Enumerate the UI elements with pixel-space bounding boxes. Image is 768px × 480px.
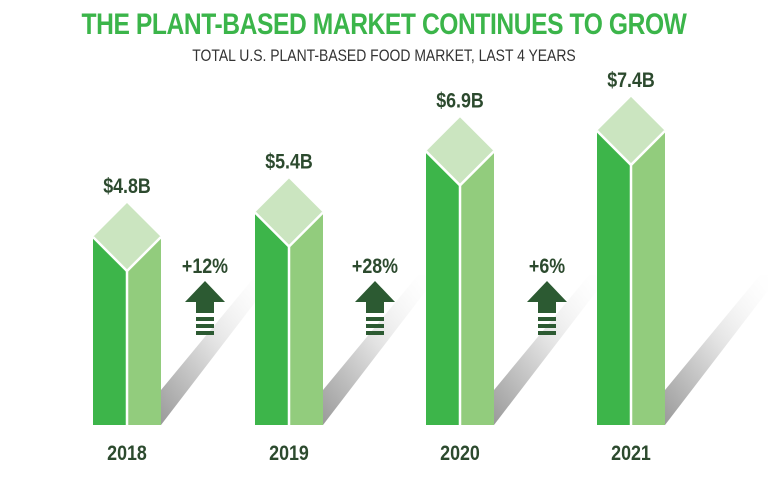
arrow-stripe <box>196 317 214 321</box>
year-label: 2018 <box>107 442 147 466</box>
bar-left-face <box>255 212 289 425</box>
bar-left-face <box>597 130 631 426</box>
arrow-stripe <box>538 324 556 328</box>
bar-right-face <box>127 237 161 425</box>
arrow-stripe <box>538 331 556 335</box>
arrow-stripe <box>538 317 556 321</box>
arrow-stripe <box>196 324 214 328</box>
bar-shadow <box>161 275 276 425</box>
value-label: $7.4B <box>607 69 655 93</box>
bar-left-face <box>426 151 460 425</box>
arrow-stripe <box>196 331 214 335</box>
bar-shadow <box>494 275 609 425</box>
bar-right-face <box>460 151 494 425</box>
bar-left-face <box>93 237 127 425</box>
arrow-stripe <box>366 317 384 321</box>
value-label: $5.4B <box>265 150 313 174</box>
bar-shadow <box>323 275 438 425</box>
up-arrow-icon <box>527 281 567 313</box>
growth-label: +28% <box>352 255 398 279</box>
chart-title: THE PLANT-BASED MARKET CONTINUES TO GROW <box>81 8 687 41</box>
bar-right-face <box>631 130 665 426</box>
chart-subtitle: TOTAL U.S. PLANT-BASED FOOD MARKET, LAST… <box>192 46 576 65</box>
growth-label: +12% <box>182 255 228 279</box>
year-label: 2019 <box>269 442 309 466</box>
bar-shadow <box>665 275 768 425</box>
up-arrow-icon <box>185 281 225 313</box>
bar-right-face <box>289 212 323 425</box>
up-arrow-icon <box>355 281 395 313</box>
arrow-stripe <box>366 331 384 335</box>
year-label: 2021 <box>611 442 651 466</box>
growth-label: +6% <box>529 255 565 279</box>
year-label: 2020 <box>440 442 480 466</box>
value-label: $4.8B <box>103 175 151 199</box>
value-label: $6.9B <box>436 89 484 113</box>
arrow-stripe <box>366 324 384 328</box>
